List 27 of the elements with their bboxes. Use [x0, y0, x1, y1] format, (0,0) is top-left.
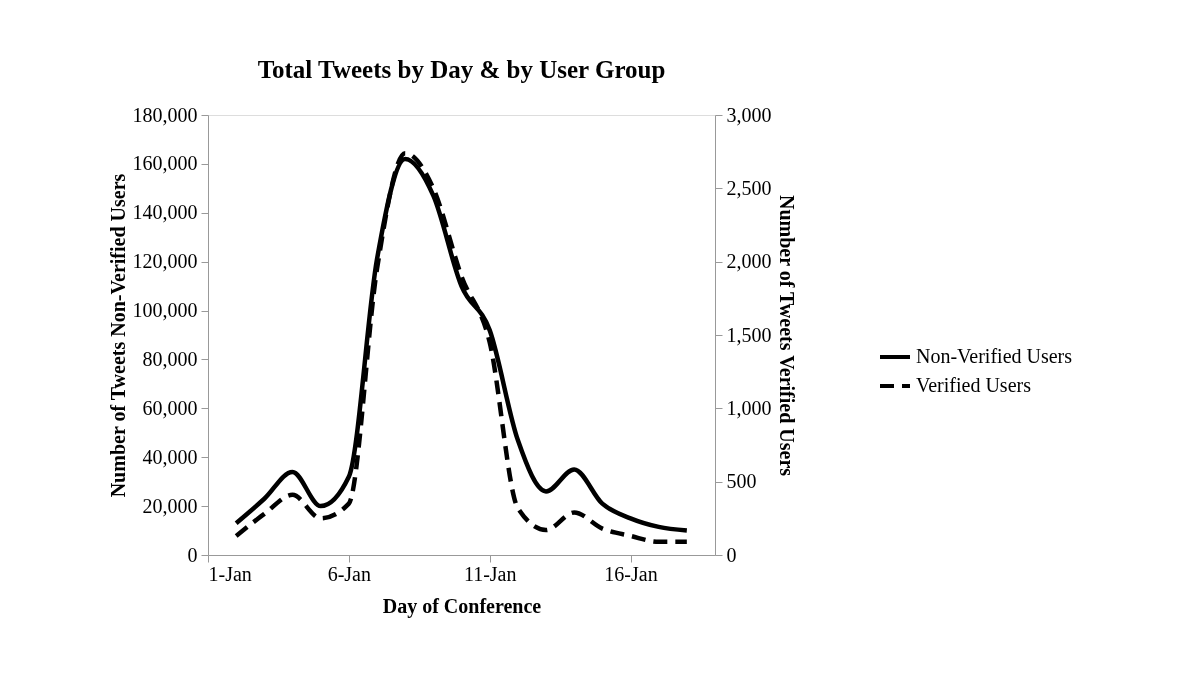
legend-label: Verified Users: [916, 374, 1032, 396]
y-tick-label: 80,000: [142, 347, 198, 370]
y-tick-label: 0: [187, 543, 198, 566]
y2-axis-title: Number of Tweets Verified Users: [775, 194, 798, 477]
y-tick-label: 40,000: [142, 445, 198, 468]
y-tick-label: 120,000: [132, 250, 198, 273]
y2-tick-label: 1,000: [726, 396, 772, 419]
y-tick-label: 100,000: [132, 299, 198, 322]
y2-tick-label: 1,500: [726, 323, 772, 346]
legend-label: Non-Verified Users: [916, 345, 1073, 367]
x-axis-title: Day of Conference: [382, 594, 542, 618]
y-tick-label: 60,000: [142, 396, 198, 419]
x-tick-label: 6-Jan: [327, 562, 371, 585]
y-tick-label: 180,000: [132, 103, 198, 126]
y2-tick-label: 0: [726, 543, 737, 566]
x-tick-label: 16-Jan: [604, 562, 658, 585]
x-tick-label: 11-Jan: [463, 562, 517, 585]
chart-title: Total Tweets by Day & by User Group: [257, 56, 666, 83]
x-tick-label: 1-Jan: [208, 562, 252, 585]
y-tick-label: 20,000: [142, 494, 198, 517]
y-tick-label: 160,000: [132, 152, 198, 175]
y2-tick-label: 500: [726, 470, 757, 493]
y-axis-title: Number of Tweets Non-Verified Users: [106, 173, 129, 498]
y-tick-label: 140,000: [132, 201, 198, 224]
y2-tick-label: 3,000: [726, 103, 772, 126]
y2-tick-label: 2,000: [726, 250, 772, 273]
y2-tick-label: 2,500: [726, 176, 772, 199]
